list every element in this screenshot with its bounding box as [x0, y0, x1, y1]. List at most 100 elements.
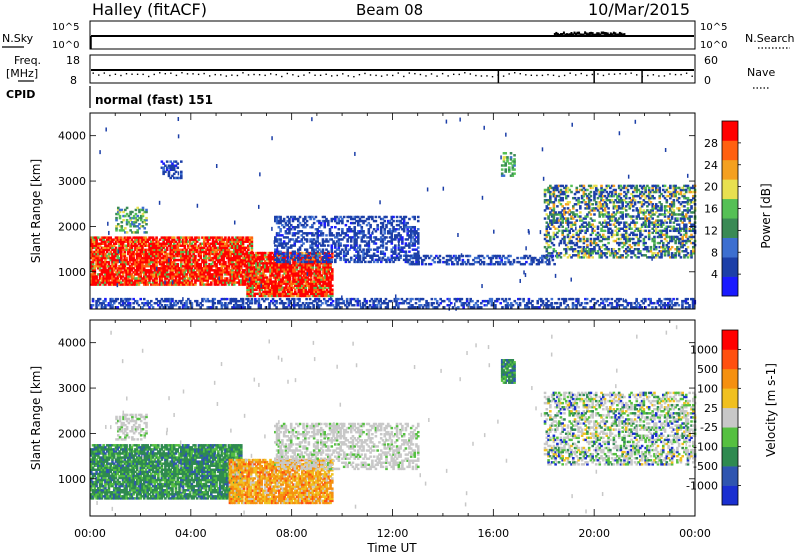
heatmap-cell: [353, 244, 357, 247]
heatmap-cell: [313, 282, 316, 285]
cpid-label: CPID: [6, 88, 35, 101]
heatmap-cell: [134, 216, 138, 220]
heatmap-cell: [160, 283, 164, 286]
heatmap-cell: [97, 273, 100, 276]
heatmap-cell: [256, 268, 260, 271]
heatmap-cell: [272, 282, 276, 285]
heatmap-cell: [270, 257, 274, 261]
heatmap-cell: [183, 281, 187, 284]
heatmap-cell: [566, 229, 570, 233]
heatmap-cell: [571, 207, 575, 210]
heatmap-cell: [513, 160, 516, 163]
heatmap-cell: [132, 225, 136, 228]
heatmap-cell: [477, 260, 481, 264]
heatmap-cell: [323, 225, 327, 229]
nave-label: Nave: [747, 66, 775, 79]
heatmap-cell: [587, 256, 591, 259]
heatmap-cell: [97, 260, 100, 264]
heatmap-cell: [621, 254, 624, 257]
heatmap-cell: [621, 213, 624, 216]
heatmap-cell: [253, 262, 256, 265]
heatmap-cell: [319, 221, 323, 225]
heatmap-cell: [139, 236, 143, 239]
heatmap-cell: [582, 184, 586, 188]
heatmap-cell: [231, 277, 234, 280]
heatmap-cell: [491, 262, 495, 266]
heatmap-cell: [135, 254, 139, 258]
heatmap-cell: [227, 281, 231, 284]
heatmap-cell: [224, 277, 227, 280]
heatmap-cell: [323, 244, 327, 247]
heatmap-cell: [258, 278, 262, 281]
heatmap-cell: [413, 215, 417, 219]
heatmap-cell: [458, 258, 461, 262]
heatmap-cell: [176, 162, 180, 165]
heatmap-cell: [614, 221, 617, 224]
heatmap-cell: [616, 196, 619, 200]
heatmap-cell: [270, 264, 274, 267]
heatmap-cell: [550, 219, 554, 222]
heatmap-cell: [157, 269, 160, 272]
heatmap-cell: [293, 225, 297, 229]
heatmap-cell: [607, 192, 610, 196]
heatmap-cell: [369, 234, 372, 237]
heatmap-cell: [165, 267, 169, 270]
heatmap-cell: [489, 258, 493, 262]
heatmap-cell: [502, 262, 505, 266]
heatmap-cell: [488, 256, 491, 260]
heatmap-cell: [162, 240, 165, 243]
heatmap-cell: [141, 262, 144, 266]
heatmap-cell: [130, 248, 134, 252]
heatmap-cell: [300, 223, 304, 227]
heatmap-cell: [178, 238, 181, 241]
heatmap-cell: [118, 275, 121, 278]
heatmap-cell: [314, 242, 318, 245]
heatmap-cell: [157, 273, 160, 276]
heatmap-cell: [621, 215, 624, 218]
heatmap-cell: [213, 248, 217, 252]
heatmap-cell: [309, 246, 312, 249]
heatmap-cell: [179, 256, 183, 260]
heatmap-cell: [260, 274, 264, 277]
heatmap-cell: [141, 267, 144, 270]
heatmap-cell: [328, 228, 332, 231]
heatmap-cell: [181, 277, 185, 280]
heatmap-cell: [135, 252, 139, 256]
heatmap-cell: [137, 262, 141, 266]
heatmap-cell: [276, 253, 279, 257]
heatmap-cell: [557, 213, 561, 216]
heatmap-cell: [293, 268, 297, 271]
heatmap-cell: [263, 292, 267, 296]
heatmap-cell: [547, 201, 550, 204]
heatmap-cell: [559, 241, 563, 245]
heatmap-cell: [93, 252, 97, 256]
heatmap-cell: [323, 260, 327, 264]
heatmap-cell: [530, 262, 533, 266]
heatmap-cell: [169, 164, 173, 167]
heatmap-cell: [112, 258, 116, 262]
heatmap-cell: [390, 248, 394, 251]
heatmap-cell: [304, 232, 307, 235]
heatmap-cell: [179, 174, 183, 178]
heatmap-cell: [323, 282, 327, 285]
heatmap-cell: [116, 275, 120, 278]
heatmap-cell: [114, 250, 118, 254]
heatmap-cell: [335, 234, 339, 237]
heatmap-cell: [401, 238, 404, 241]
heatmap-cell: [179, 260, 183, 264]
heatmap-cell: [213, 271, 217, 274]
heatmap-cell: [388, 230, 392, 233]
heatmap-cell: [125, 212, 129, 216]
heatmap-cell: [183, 256, 187, 260]
heatmap-cell: [309, 244, 312, 247]
heatmap-cell: [199, 248, 203, 252]
heatmap-cell: [236, 244, 240, 248]
heatmap-cell: [563, 211, 566, 214]
heatmap-cell: [315, 294, 318, 298]
heatmap-cell: [195, 275, 199, 278]
heatmap-cell: [547, 198, 550, 202]
heatmap-cell: [217, 254, 220, 258]
heatmap-cell: [612, 203, 616, 206]
heatmap-cell: [593, 245, 596, 249]
heatmap-cell: [160, 271, 164, 274]
